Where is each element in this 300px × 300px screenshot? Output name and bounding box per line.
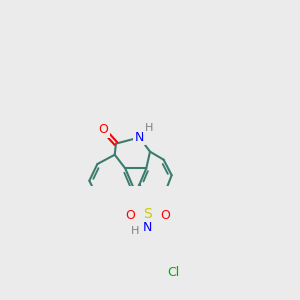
Text: Cl: Cl <box>167 266 180 279</box>
Text: N: N <box>143 221 152 234</box>
Text: S: S <box>143 207 152 220</box>
Text: H: H <box>131 226 139 236</box>
Text: O: O <box>160 209 170 222</box>
Text: O: O <box>125 209 135 222</box>
Text: N: N <box>135 131 144 144</box>
Text: O: O <box>99 124 109 136</box>
Text: H: H <box>145 123 153 133</box>
